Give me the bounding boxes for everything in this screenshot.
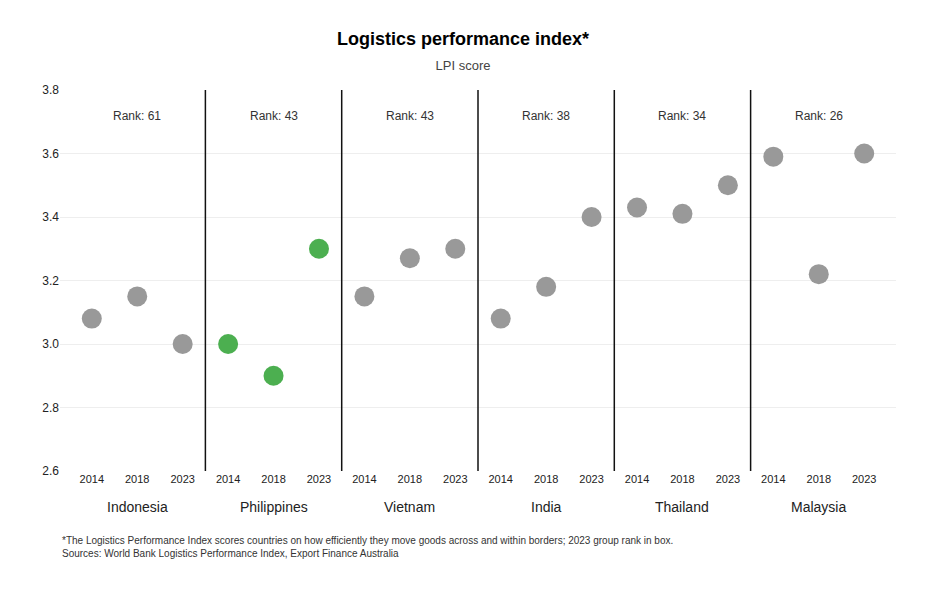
- svg-text:2023: 2023: [307, 473, 331, 485]
- svg-text:Philippines: Philippines: [240, 499, 308, 515]
- svg-text:Rank: 26: Rank: 26: [795, 109, 843, 123]
- svg-text:2014: 2014: [488, 473, 512, 485]
- svg-text:Rank: 34: Rank: 34: [658, 109, 706, 123]
- svg-text:3.4: 3.4: [42, 210, 59, 224]
- svg-text:3.2: 3.2: [42, 274, 59, 288]
- svg-text:2018: 2018: [261, 473, 285, 485]
- svg-text:LPI score: LPI score: [436, 58, 491, 73]
- svg-text:2014: 2014: [216, 473, 240, 485]
- svg-text:2014: 2014: [352, 473, 376, 485]
- svg-text:Indonesia: Indonesia: [107, 499, 168, 515]
- svg-text:Logistics performance index*: Logistics performance index*: [337, 29, 589, 49]
- svg-text:2018: 2018: [534, 473, 558, 485]
- svg-text:2023: 2023: [852, 473, 876, 485]
- svg-text:2014: 2014: [80, 473, 104, 485]
- svg-text:2.8: 2.8: [42, 401, 59, 415]
- svg-text:2014: 2014: [761, 473, 785, 485]
- svg-text:2023: 2023: [579, 473, 603, 485]
- svg-text:2018: 2018: [398, 473, 422, 485]
- svg-text:Rank: 38: Rank: 38: [522, 109, 570, 123]
- svg-text:2.6: 2.6: [42, 464, 59, 478]
- svg-text:3.6: 3.6: [42, 147, 59, 161]
- svg-text:3.8: 3.8: [42, 83, 59, 97]
- svg-text:2023: 2023: [170, 473, 194, 485]
- svg-text:2018: 2018: [125, 473, 149, 485]
- svg-text:2014: 2014: [625, 473, 649, 485]
- svg-text:India: India: [531, 499, 562, 515]
- svg-text:Vietnam: Vietnam: [384, 499, 435, 515]
- svg-text:Thailand: Thailand: [655, 499, 709, 515]
- svg-text:2018: 2018: [807, 473, 831, 485]
- svg-text:2023: 2023: [443, 473, 467, 485]
- svg-text:2023: 2023: [716, 473, 740, 485]
- svg-text:3.0: 3.0: [42, 337, 59, 351]
- svg-text:*The Logistics Performance Ind: *The Logistics Performance Index scores …: [62, 535, 673, 559]
- svg-text:Rank: 43: Rank: 43: [386, 109, 434, 123]
- svg-text:Malaysia: Malaysia: [791, 499, 846, 515]
- svg-text:2018: 2018: [670, 473, 694, 485]
- svg-text:Rank: 61: Rank: 61: [113, 109, 161, 123]
- svg-text:Rank: 43: Rank: 43: [250, 109, 298, 123]
